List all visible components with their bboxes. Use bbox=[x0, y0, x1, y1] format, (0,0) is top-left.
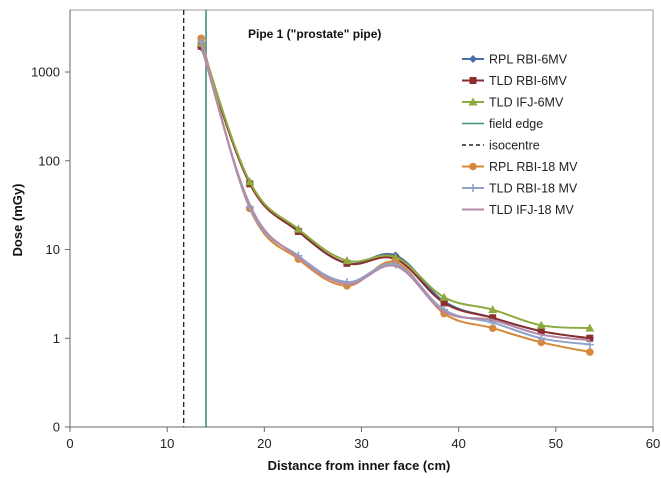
y-tick-label: 100 bbox=[38, 153, 60, 168]
x-tick-label: 30 bbox=[354, 436, 368, 451]
data-point bbox=[585, 323, 595, 332]
legend-swatch-marker bbox=[469, 184, 477, 192]
data-point bbox=[293, 224, 303, 233]
plot-border bbox=[69, 9, 654, 428]
reference-lines bbox=[183, 10, 207, 427]
series-layer bbox=[196, 34, 595, 356]
legend-entry: field edge bbox=[462, 117, 543, 131]
x-tick-label: 60 bbox=[646, 436, 660, 451]
x-axis-title: Distance from inner face (cm) bbox=[268, 458, 451, 473]
legend-label: TLD IFJ-6MV bbox=[489, 96, 564, 110]
data-point bbox=[537, 338, 546, 347]
data-point bbox=[197, 37, 206, 46]
y-tick-label: 0 bbox=[53, 420, 60, 435]
legend-label: TLD IFJ-18 MV bbox=[489, 203, 574, 217]
legend-swatch-marker bbox=[468, 97, 478, 106]
x-tick-label: 50 bbox=[549, 436, 563, 451]
legend: RPL RBI-6MV TLD RBI-6MV TLD IFJ-6MV field e… bbox=[462, 53, 578, 217]
legend-label: TLD RBI-18 MV bbox=[489, 182, 578, 196]
legend-entry: RPL RBI-18 MV bbox=[462, 160, 578, 174]
y-tick-label: 10 bbox=[46, 242, 60, 257]
x-tick-label: 10 bbox=[160, 436, 174, 451]
x-tick-label: 40 bbox=[451, 436, 465, 451]
legend-entry: TLD RBI-6MV bbox=[462, 74, 567, 88]
legend-swatch-marker bbox=[469, 162, 477, 171]
series-5 bbox=[200, 45, 590, 342]
data-point bbox=[488, 324, 497, 332]
data-point bbox=[489, 314, 497, 322]
data-point bbox=[245, 177, 255, 186]
legend-entry: TLD IFJ-6MV bbox=[462, 96, 564, 110]
legend-entry: isocentre bbox=[462, 139, 540, 153]
legend-label: isocentre bbox=[489, 139, 540, 153]
legend-label: TLD RBI-6MV bbox=[489, 74, 567, 88]
legend-label: RPL RBI-6MV bbox=[489, 53, 568, 67]
data-point bbox=[391, 252, 401, 261]
legend-entry: TLD RBI-18 MV bbox=[462, 182, 578, 196]
data-point bbox=[536, 320, 546, 329]
chart-title: Pipe 1 ("prostate" pipe) bbox=[248, 27, 381, 41]
data-point bbox=[439, 292, 449, 301]
y-tick-label: 1 bbox=[53, 331, 60, 346]
legend-swatch-marker bbox=[469, 55, 477, 63]
x-tick-label: 20 bbox=[257, 436, 271, 451]
series-line bbox=[200, 45, 590, 342]
plot-area bbox=[69, 9, 654, 428]
legend-label: RPL RBI-18 MV bbox=[489, 160, 578, 174]
legend-swatch-marker bbox=[469, 77, 477, 84]
legend-entry: TLD IFJ-18 MV bbox=[462, 203, 574, 217]
y-tick-label: 1000 bbox=[31, 65, 60, 80]
data-point bbox=[440, 299, 448, 307]
data-point bbox=[586, 334, 594, 342]
y-axis-title: Dose (mGy) bbox=[10, 184, 25, 257]
x-tick-label: 0 bbox=[66, 436, 73, 451]
legend-entry: RPL RBI-6MV bbox=[462, 53, 568, 67]
legend-label: field edge bbox=[489, 117, 543, 131]
data-point bbox=[585, 340, 594, 349]
data-point bbox=[488, 305, 498, 314]
data-point bbox=[537, 327, 545, 335]
data-point bbox=[586, 348, 594, 356]
data-point bbox=[342, 256, 352, 265]
